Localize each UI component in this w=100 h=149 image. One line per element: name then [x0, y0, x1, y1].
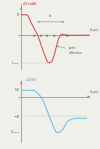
Text: $V_0$: $V_0$ — [14, 86, 20, 94]
Text: $t_0$: $t_0$ — [32, 33, 37, 40]
Text: $t_4$: $t_4$ — [65, 33, 69, 40]
Text: $t_2$: $t_2$ — [45, 33, 50, 40]
Text: $V_{rmax}$: $V_{rmax}$ — [10, 129, 20, 136]
Text: $t_3$: $t_3$ — [52, 33, 56, 40]
Text: $I_{rmax}$: $I_{rmax}$ — [11, 59, 20, 67]
Text: $t_1$: $t_1$ — [39, 33, 43, 40]
Text: $t(\mu s)$: $t(\mu s)$ — [89, 26, 100, 34]
Text: $t_r$: $t_r$ — [48, 13, 53, 20]
Text: $-E$: $-E$ — [13, 113, 20, 120]
Text: $i_D(mA)$: $i_D(mA)$ — [22, 0, 38, 8]
Text: $v_D(V)$: $v_D(V)$ — [24, 76, 38, 84]
Text: $t(\mu s)$: $t(\mu s)$ — [89, 88, 100, 96]
Text: point
inflection: point inflection — [57, 46, 82, 55]
Text: $I_F$: $I_F$ — [16, 11, 20, 18]
